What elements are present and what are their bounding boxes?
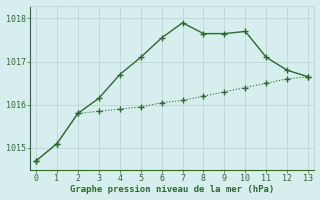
X-axis label: Graphe pression niveau de la mer (hPa): Graphe pression niveau de la mer (hPa) — [70, 185, 274, 194]
